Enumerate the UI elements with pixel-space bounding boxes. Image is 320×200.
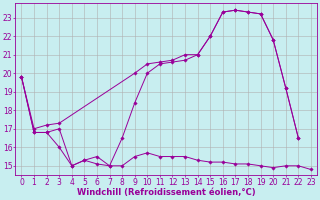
X-axis label: Windchill (Refroidissement éolien,°C): Windchill (Refroidissement éolien,°C) [77, 188, 255, 197]
